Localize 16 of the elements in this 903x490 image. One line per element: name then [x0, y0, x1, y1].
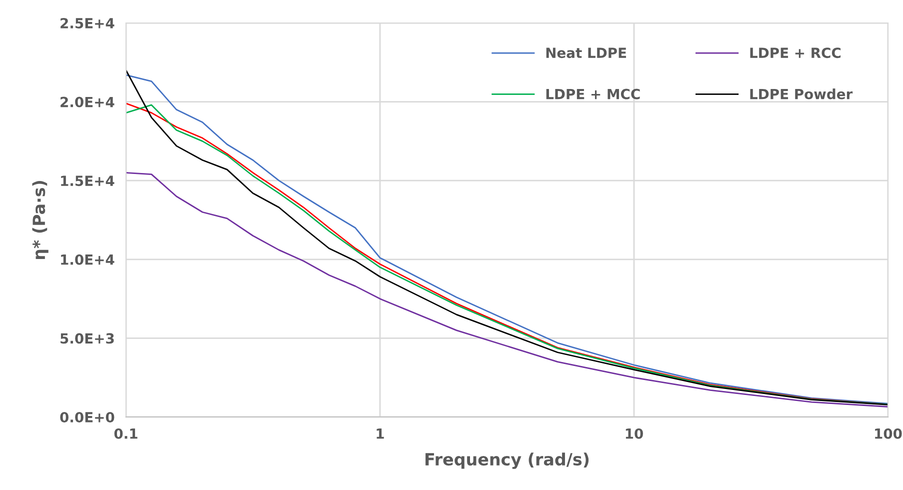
y-tick-label: 5.0E+3: [60, 333, 114, 344]
y-tick-label: 1.5E+4: [61, 176, 114, 186]
legend-label: LDPE + MCC: [546, 88, 640, 100]
legend-label: LDPE + RCC: [750, 48, 841, 58]
y-axis-title: η* (Pa·s): [32, 180, 48, 260]
x-axis-title: Frequency (rad/s): [426, 452, 589, 469]
x-tick-label: 100: [875, 428, 902, 439]
x-tick-label: 10: [626, 428, 643, 439]
y-tick-label: 2.0E+4: [60, 96, 114, 108]
y-tick-label: 1.0E+4: [61, 254, 114, 265]
legend-label: LDPE Powder: [750, 88, 853, 100]
y-tick-label: 2.5E+4: [60, 18, 114, 28]
y-tick-label: 0.0E+0: [60, 412, 114, 422]
x-tick-label: 0.1: [114, 428, 138, 439]
legend-label: Neat LDPE: [546, 48, 626, 58]
x-tick-label: 1: [376, 428, 384, 439]
